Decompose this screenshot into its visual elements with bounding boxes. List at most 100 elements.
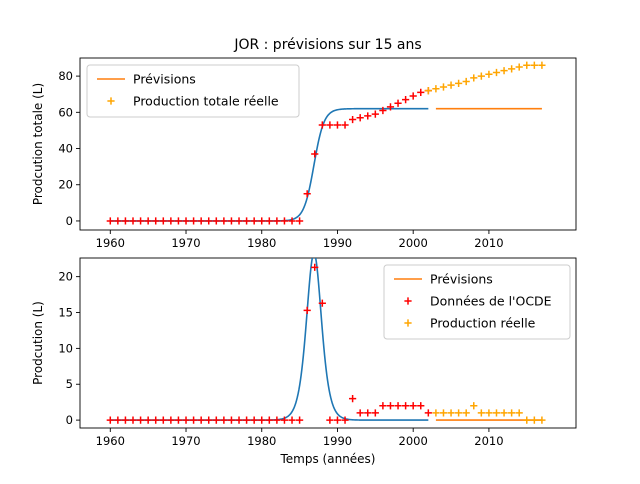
data-point [402, 96, 410, 104]
series-markers [106, 263, 432, 424]
data-point [492, 409, 501, 417]
legend: Prévisions Données de l'OCDE Production ré… [383, 264, 571, 340]
data-point [258, 416, 266, 424]
data-point [417, 88, 425, 96]
data-point [106, 416, 114, 424]
data-point [212, 217, 220, 225]
data-point [538, 416, 546, 424]
data-point [242, 217, 251, 225]
x-tick-label: 1960 [96, 434, 125, 448]
data-point [432, 85, 440, 93]
y-tick-label: 10 [58, 341, 73, 355]
data-point [189, 416, 198, 424]
chart-title: JOR : prévisions sur 15 ans [233, 37, 421, 53]
data-point [288, 217, 296, 225]
data-point [500, 409, 508, 417]
data-point [311, 150, 319, 158]
data-point [470, 74, 478, 82]
data-point [144, 416, 152, 424]
data-point [477, 409, 485, 417]
data-point [129, 217, 137, 225]
data-point [258, 217, 266, 225]
data-point [508, 65, 516, 73]
data-point [159, 217, 167, 225]
axes-frame [79, 257, 577, 429]
series-markers [424, 61, 546, 95]
data-point [508, 409, 516, 417]
data-point [409, 402, 417, 410]
data-point [311, 263, 319, 271]
data-point [432, 409, 440, 417]
series-markers [106, 86, 432, 225]
data-point [364, 112, 372, 120]
x-tick-label: 1980 [247, 434, 276, 448]
data-point [349, 115, 357, 124]
x-tick-label: 2010 [474, 434, 503, 448]
data-point [303, 306, 311, 314]
data-point [235, 416, 243, 424]
x-tick-label: 1990 [323, 434, 352, 448]
y-tick-label: 60 [58, 105, 73, 119]
data-point [530, 61, 538, 69]
data-point [129, 416, 137, 424]
data-point [106, 217, 114, 225]
plot-area [106, 258, 546, 424]
data-point [371, 409, 379, 417]
data-point [220, 217, 228, 225]
y-tick-label: 80 [58, 69, 73, 83]
data-point [485, 409, 493, 417]
data-point [386, 402, 395, 410]
data-point [212, 416, 220, 424]
data-point [205, 416, 213, 424]
data-point [341, 121, 349, 129]
data-point [371, 110, 379, 118]
data-point [250, 416, 258, 424]
data-point [159, 416, 167, 424]
legend-marker-swatch [107, 97, 115, 105]
data-point [182, 416, 190, 424]
data-point [349, 394, 357, 403]
data-point [326, 416, 334, 424]
data-point [220, 416, 228, 424]
data-point [167, 416, 175, 424]
legend-label: Prévisions [430, 272, 493, 287]
x-tick-label: 1980 [247, 236, 276, 250]
y-axis-label: Prodcution totale (L) [31, 83, 45, 205]
data-point [530, 416, 538, 424]
data-point [197, 217, 205, 225]
data-point [318, 299, 326, 307]
data-point [273, 416, 281, 424]
series-line [110, 258, 429, 421]
data-point [356, 409, 364, 417]
data-point [455, 79, 463, 87]
y-axis-label: Prodcution (L) [31, 301, 45, 385]
data-point [174, 416, 183, 424]
data-point [136, 416, 145, 424]
legend-label: Production réelle [430, 316, 536, 331]
data-point [515, 409, 523, 417]
data-point [379, 402, 387, 410]
x-axis-label: Temps (années) [280, 452, 376, 466]
data-point [356, 114, 364, 122]
data-point [167, 217, 175, 225]
data-point [439, 409, 448, 417]
series-markers [432, 402, 546, 424]
legend-marker-swatch [404, 297, 412, 305]
plot-area [106, 61, 546, 225]
data-point [485, 70, 493, 78]
data-point [144, 217, 152, 225]
data-point [523, 61, 531, 69]
data-point [326, 121, 334, 129]
legend-label: Données de l'OCDE [430, 294, 552, 309]
data-point [136, 217, 145, 225]
x-tick-label: 2000 [399, 236, 428, 250]
y-tick-label: 0 [66, 413, 73, 427]
data-point [121, 217, 130, 225]
data-point [341, 416, 349, 424]
data-point [386, 103, 395, 111]
plot-panel-2: 1960 1970 1980 1990 2000 2010 0 5 10 15 20 Prodcuti… [31, 257, 577, 466]
data-point [333, 121, 342, 129]
y-tick-label: 0 [66, 214, 73, 228]
legend-label: Production totale réelle [133, 94, 279, 109]
data-point [189, 217, 198, 225]
